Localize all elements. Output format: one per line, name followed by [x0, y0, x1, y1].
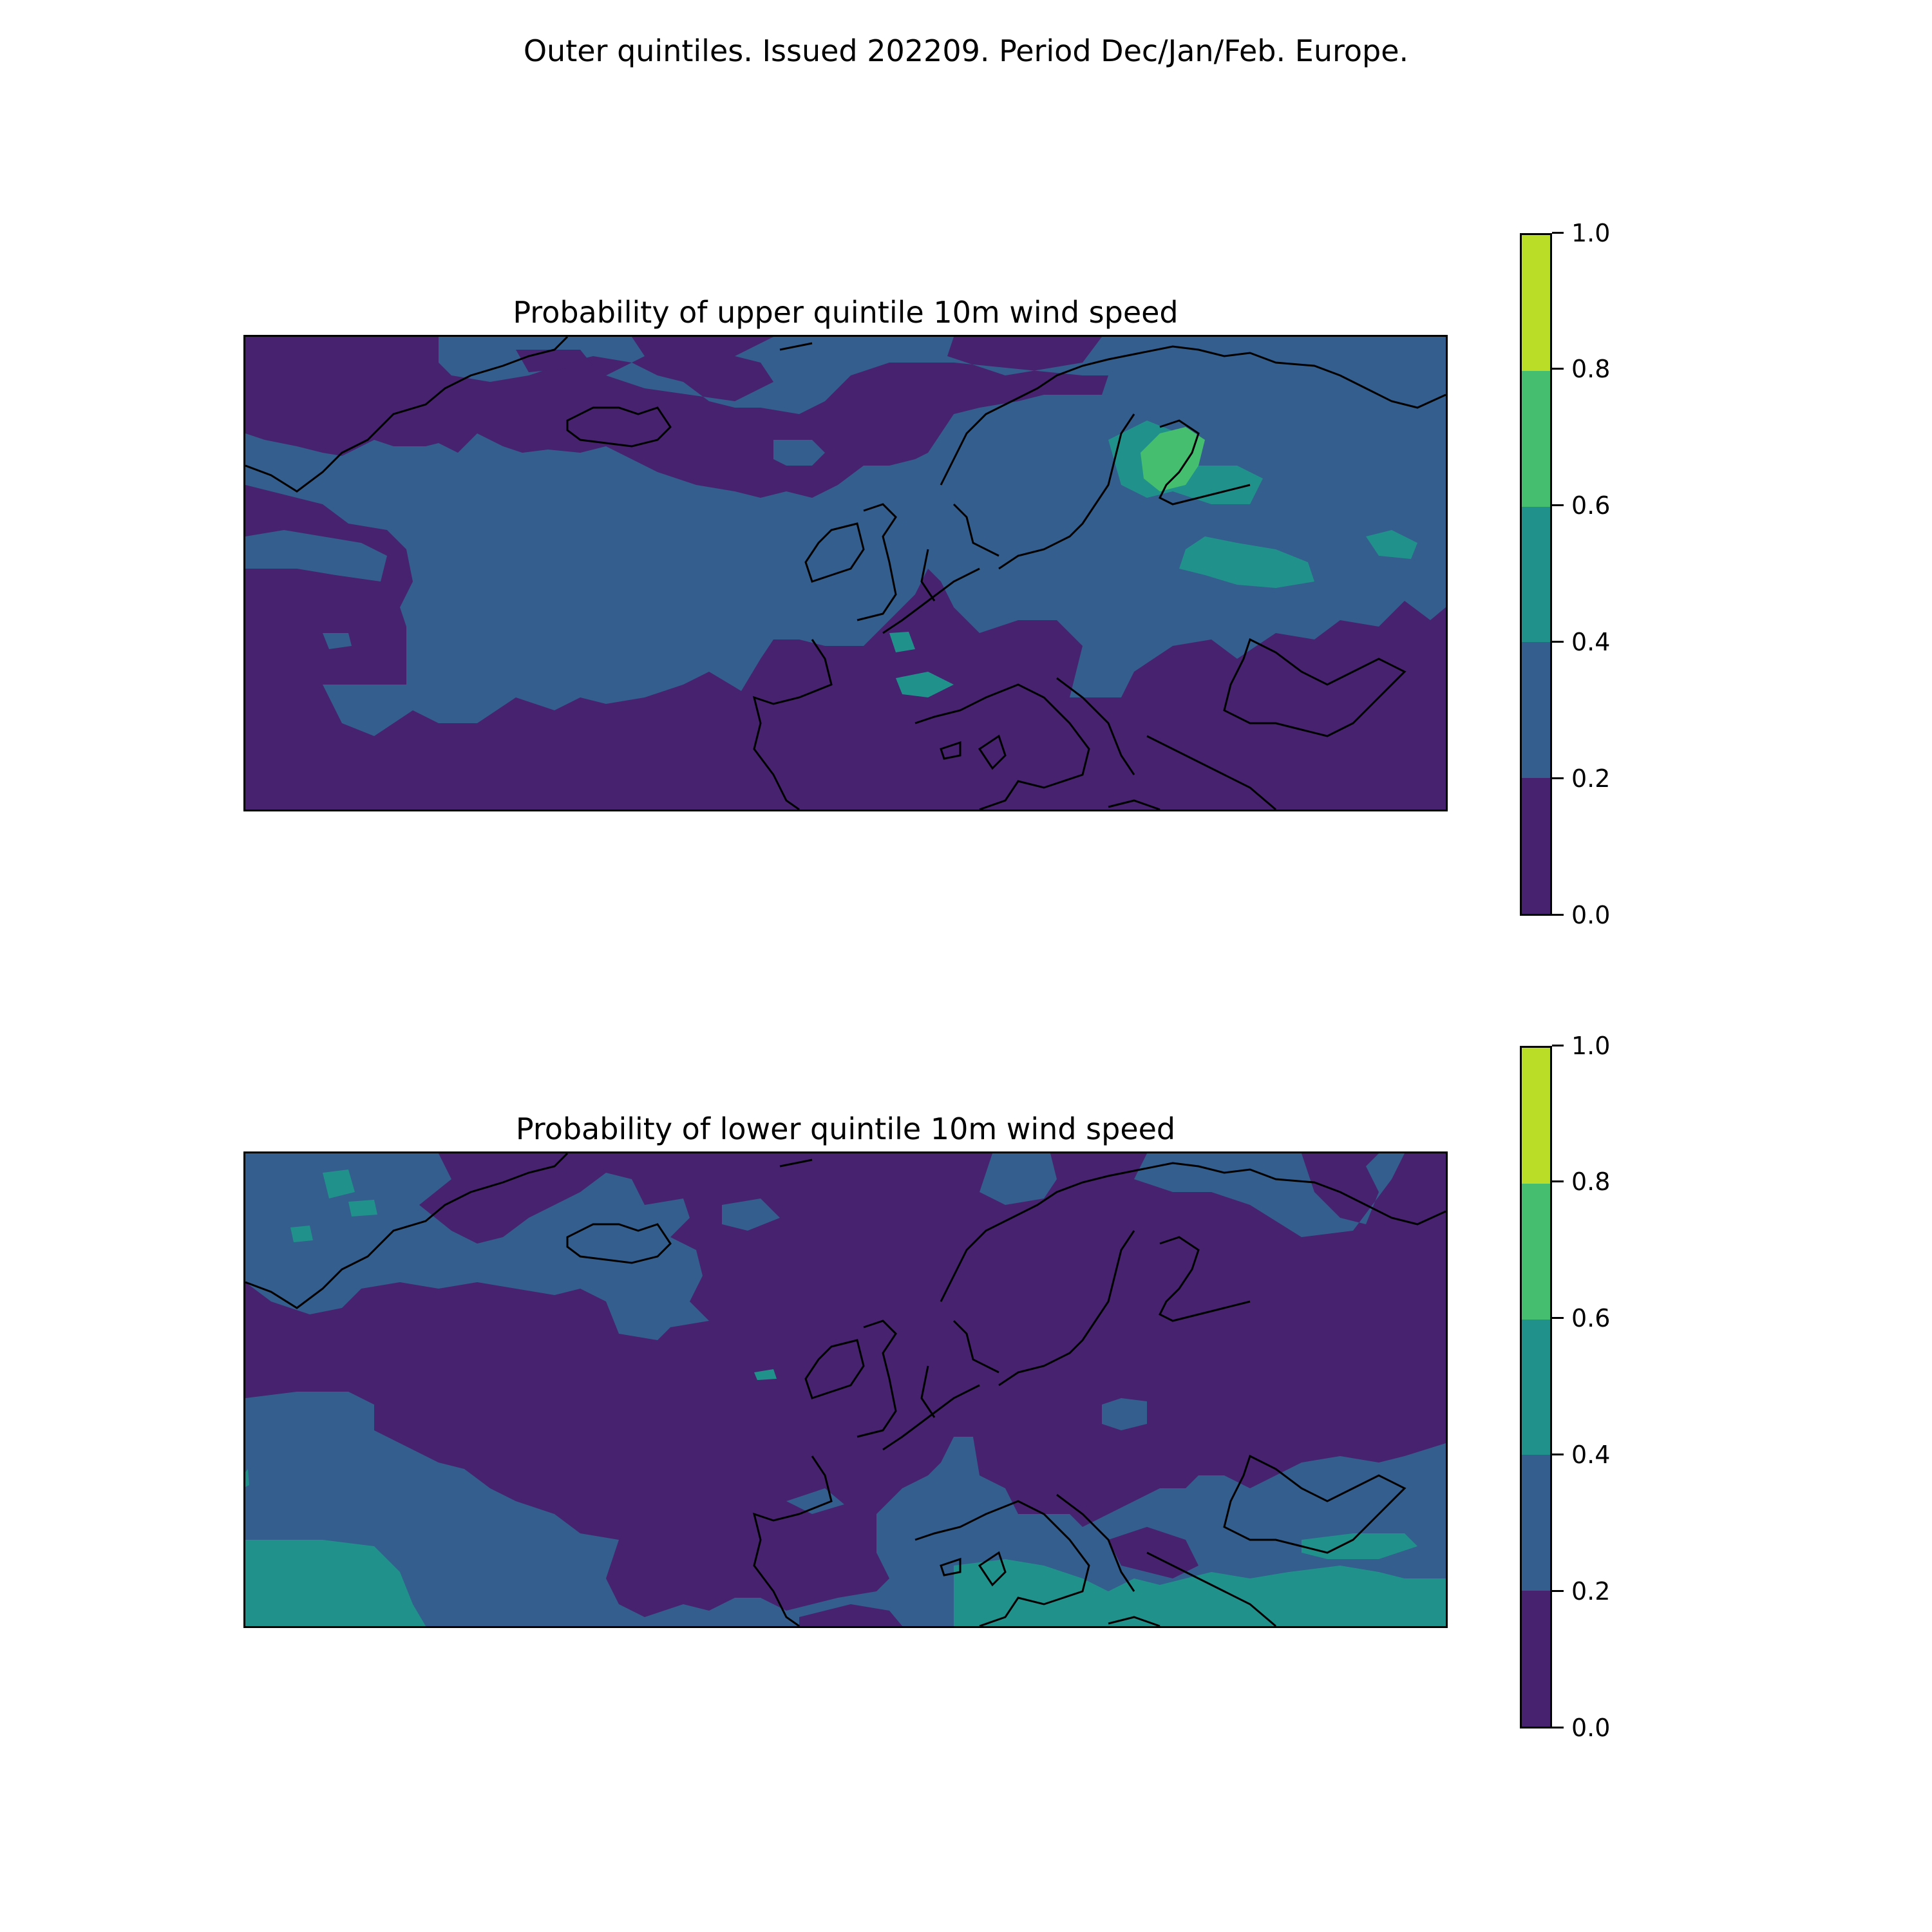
map-upper-svg — [245, 337, 1446, 810]
cbar-upper-tickmark — [1552, 368, 1564, 370]
cbar-upper-tickmark — [1552, 232, 1564, 234]
figure-title: Outer quintiles. Issued 202209. Period D… — [523, 33, 1409, 68]
contour-0.4-0.6-biscay — [896, 672, 954, 697]
coastlines — [245, 1153, 1446, 1626]
cbar-upper-tickmark — [1552, 914, 1564, 916]
contour-0.2-0.4-island — [773, 440, 825, 466]
contour-0.4-0.6-mediterranean — [954, 1559, 1446, 1626]
map-lower-svg — [245, 1153, 1446, 1626]
cbar-upper-tick-0.8: 0.8 — [1571, 355, 1611, 383]
colorbar-bin-0.6-0.8 — [1522, 1183, 1550, 1320]
contour-0.4-0.6-atlantic — [245, 1540, 426, 1626]
cbar-upper-tick-0.0: 0.0 — [1571, 901, 1611, 929]
cbar-upper-tick-0.4: 0.4 — [1571, 628, 1611, 656]
cbar-upper-tick-1.0: 1.0 — [1571, 219, 1611, 247]
cbar-lower-tick-1.0: 1.0 — [1571, 1032, 1611, 1060]
colorbar-bin-0.4-0.6 — [1522, 1319, 1550, 1455]
cbar-upper-tick-0.6: 0.6 — [1571, 491, 1611, 520]
panel-title-upper: Probability of upper quintile 10m wind s… — [513, 295, 1179, 330]
contour-0-0.2-balkan-pocket — [1108, 1527, 1198, 1578]
contour-0.4-0.6-east — [1366, 530, 1417, 559]
contour-0.2-0.4-northeast — [1134, 1153, 1405, 1237]
cbar-upper-tickmark — [1552, 777, 1564, 779]
cbar-upper-tickmark — [1552, 504, 1564, 506]
cbar-lower-tick-0.2: 0.2 — [1571, 1577, 1611, 1605]
cbar-lower-tick-0.6: 0.6 — [1571, 1304, 1611, 1332]
cbar-lower-tickmark — [1552, 1727, 1564, 1728]
contour-0.2-0.4-small — [323, 633, 352, 649]
colorbar-bin-0-0.2 — [1522, 778, 1550, 914]
map-lower-quintile — [243, 1151, 1448, 1628]
coastlines — [245, 337, 1446, 810]
contour-0.2-0.4-small — [1102, 1398, 1147, 1430]
contour-0.2-0.4-northwest — [245, 1153, 709, 1340]
contour-0.4-0.6-greenland-3 — [290, 1226, 313, 1242]
panel-title-lower: Probability of lower quintile 10m wind s… — [515, 1112, 1176, 1146]
contour-0.4-0.6-greenland-2 — [348, 1200, 377, 1217]
cbar-lower-tickmark — [1552, 1045, 1564, 1046]
contour-0.2-0.4-west — [245, 530, 387, 582]
contour-0.2-0.4-island — [722, 1198, 780, 1231]
cbar-lower-tickmark — [1552, 1180, 1564, 1182]
cbar-lower-tickmark — [1552, 1454, 1564, 1455]
map-upper-quintile — [243, 335, 1448, 811]
cbar-lower-tickmark — [1552, 1317, 1564, 1319]
contour-0.4-0.6-france — [889, 632, 915, 652]
colorbar-bin-0-0.2 — [1522, 1591, 1550, 1727]
contour-0.2-0.4-norway — [980, 1153, 1057, 1205]
cbar-upper-tickmark — [1552, 641, 1564, 643]
contour-0.4-0.6-black-sea — [1302, 1533, 1417, 1559]
cbar-lower-tick-0.8: 0.8 — [1571, 1168, 1611, 1196]
colorbar-bin-0.2-0.4 — [1522, 642, 1550, 779]
colorbar-bin-0.4-0.6 — [1522, 506, 1550, 643]
colorbar-lower — [1520, 1046, 1552, 1728]
contour-0.4-0.6-ireland — [754, 1369, 777, 1380]
contour-0.4-0.6-russia — [1179, 536, 1314, 588]
colorbar-bin-0.8-1.0 — [1522, 235, 1550, 371]
cbar-lower-tickmark — [1552, 1590, 1564, 1592]
colorbar-bin-0.8-1.0 — [1522, 1048, 1550, 1184]
contour-0.4-0.6-greenland — [323, 1170, 355, 1198]
cbar-lower-tick-0.0: 0.0 — [1571, 1714, 1611, 1742]
colorbar-bin-0.6-0.8 — [1522, 370, 1550, 507]
contour-0.4-0.6-edge — [245, 1469, 249, 1487]
contour-0.6-0.8-finland — [1141, 427, 1205, 491]
colorbar-upper — [1520, 233, 1552, 916]
cbar-lower-tick-0.4: 0.4 — [1571, 1441, 1611, 1469]
contour-0-0.2-south-pocket — [799, 1604, 902, 1626]
colorbar-bin-0.2-0.4 — [1522, 1455, 1550, 1591]
cbar-upper-tick-0.2: 0.2 — [1571, 764, 1611, 793]
